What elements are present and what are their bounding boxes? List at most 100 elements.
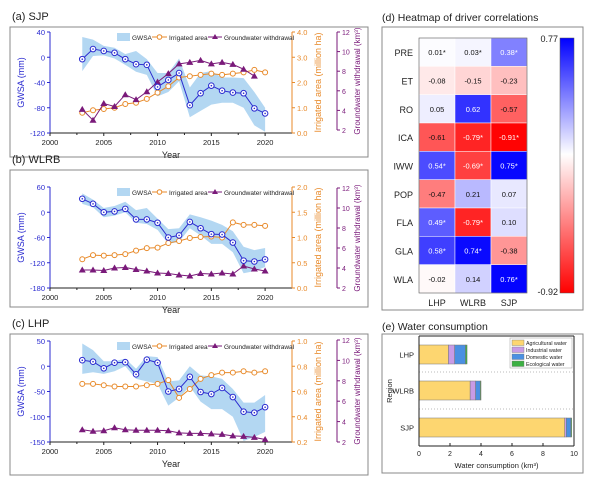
withdrawal-point xyxy=(229,60,237,67)
colorbar xyxy=(559,37,575,294)
withdrawal-point xyxy=(143,88,151,95)
irrigated-point xyxy=(262,222,269,229)
irrigated-point xyxy=(229,70,236,77)
panel-d: (d) Heatmap of driver correlations PRE 0.0… xyxy=(381,12,584,311)
heatmap-cell-label: 0.21 xyxy=(466,190,481,199)
y3-tick-label: 8 xyxy=(342,69,346,76)
panel-c: (c) LHP 2000 2005 2010 2015 2020 Year 50 0 -50 -10… xyxy=(9,318,369,476)
irrigated-point xyxy=(229,219,236,226)
irrigated-point xyxy=(122,383,129,390)
irrigated-point xyxy=(165,83,172,90)
heatmap-cell-label: 0.03* xyxy=(464,48,482,57)
gwsa-point-center xyxy=(156,361,159,364)
irrigated-point xyxy=(240,221,247,228)
withdrawal-point xyxy=(197,56,205,63)
irrigated-point xyxy=(186,73,193,80)
irrigated-point xyxy=(133,383,140,390)
irrigated-point xyxy=(154,380,161,387)
heatmap-cell xyxy=(418,66,456,95)
legend-label-irrigated: Irrigated area xyxy=(169,344,208,351)
gwsa-point-center xyxy=(178,234,180,237)
colorbar-max-label: 0.77 xyxy=(540,34,558,44)
y3-axis-label: Groundwater withdrawal (km³) xyxy=(353,184,362,291)
y-tick-label: -50 xyxy=(34,388,45,397)
panel-title: (e) Water consumption xyxy=(382,321,488,333)
heatmap-cell xyxy=(490,151,528,180)
bar-segment-industrial-water xyxy=(469,380,476,401)
gwsa-point-center xyxy=(102,367,105,370)
y-tick-label: 0 xyxy=(41,208,45,217)
y3-axis-label: Groundwater withdrawal (km³) xyxy=(353,27,362,134)
y3-tick-label: 12 xyxy=(342,186,350,193)
withdrawal-line xyxy=(82,265,266,277)
withdrawal-point xyxy=(143,426,151,433)
x-axis-label: Year xyxy=(162,150,180,160)
heatmap-cell xyxy=(490,179,528,209)
bar-segment-ecological-water xyxy=(465,344,468,365)
irrigated-point xyxy=(154,244,161,251)
irrigated-point xyxy=(219,71,226,78)
gwsa-point-center xyxy=(113,361,116,364)
gwsa-point-center xyxy=(102,50,105,52)
legend-marker-withdrawal xyxy=(212,343,218,348)
gwsa-point-center xyxy=(210,84,213,87)
gwsa-point-center xyxy=(113,52,116,54)
irrigated-point xyxy=(133,247,140,254)
gwsa-point-center xyxy=(221,233,223,236)
irrigated-point xyxy=(100,382,107,389)
legend: GWSA Irrigated area Groundwater withdrawal xyxy=(117,188,295,197)
gwsa-uncertainty-band xyxy=(82,37,266,132)
heatmap-row-label: FLA xyxy=(396,218,413,228)
gwsa-point-center xyxy=(146,358,148,361)
gwsa-point-center xyxy=(92,360,94,363)
withdrawal-point xyxy=(229,432,237,439)
y-tick-label: -120 xyxy=(30,129,45,138)
irrigated-point xyxy=(143,245,150,252)
gwsa-point-center xyxy=(81,58,84,60)
y2-tick-label: 1.5 xyxy=(297,208,307,217)
withdrawal-point xyxy=(197,270,205,276)
heatmap-column-label: SJP xyxy=(501,298,518,308)
irrigated-point xyxy=(197,233,204,240)
withdrawal-point xyxy=(240,262,248,269)
y2-axis-label: Irrigated area (million ha) xyxy=(313,341,323,441)
heatmap-cell-label: -0.79* xyxy=(463,218,483,227)
irrigated-point xyxy=(197,71,204,78)
heatmap-cell xyxy=(418,207,456,237)
withdrawal-point xyxy=(250,72,258,79)
heatmap-row-label: WLA xyxy=(393,275,413,285)
bar-segment-agricultural-water xyxy=(418,344,449,365)
y2-axis-label: Irrigated area (million ha) xyxy=(313,187,323,287)
y-tick-label: -100 xyxy=(30,413,45,422)
y3-tick-label: 10 xyxy=(342,50,350,57)
gwsa-point-center xyxy=(146,64,148,66)
x-tick-label: 2005 xyxy=(95,293,112,302)
gwsa-point-center xyxy=(156,221,159,224)
gwsa-point-center xyxy=(189,221,191,223)
heatmap-cell xyxy=(490,37,528,67)
withdrawal-point xyxy=(175,60,183,67)
withdrawal-point xyxy=(111,264,119,271)
heatmap-cell-label: 0.07 xyxy=(502,190,517,199)
heatmap-cell-label: 0.14 xyxy=(466,275,481,284)
gwsa-point-center xyxy=(167,79,170,81)
irrigated-point xyxy=(262,69,269,76)
y2-tick-label: 0.4 xyxy=(297,413,307,422)
y-tick-label: -180 xyxy=(30,284,45,293)
withdrawal-point xyxy=(186,429,194,436)
irrigated-point xyxy=(208,372,215,379)
heatmap-row-label: ET xyxy=(401,77,413,87)
withdrawal-line xyxy=(82,427,266,440)
y3-tick-label: 6 xyxy=(342,89,346,96)
gwsa-point-center xyxy=(264,258,266,261)
irrigated-point xyxy=(251,66,258,73)
x-tick-label: 2000 xyxy=(42,293,59,302)
heatmap-cell xyxy=(454,37,492,67)
withdrawal-point xyxy=(164,427,172,434)
heatmap-row-label: IWW xyxy=(394,162,414,172)
panel-frame xyxy=(381,333,584,474)
y3-tick-label: 8 xyxy=(342,379,346,386)
y2-tick-label: 1.0 xyxy=(297,337,307,346)
x-tick-label: 8 xyxy=(541,451,545,458)
irrigated-point xyxy=(111,383,118,390)
